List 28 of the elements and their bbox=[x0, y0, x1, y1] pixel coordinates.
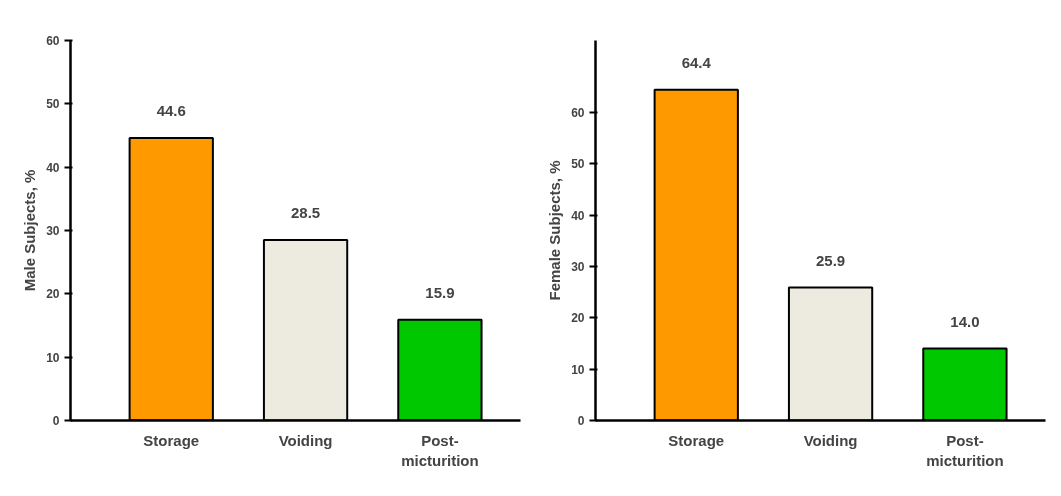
y-tick-label: 0 bbox=[52, 414, 60, 428]
y-tick-label: 40 bbox=[571, 208, 585, 223]
y-tick-label: 30 bbox=[571, 259, 585, 274]
data-label: 28.5 bbox=[290, 204, 321, 221]
y-tick-label: 20 bbox=[46, 287, 60, 302]
data-label: 44.6 bbox=[156, 102, 186, 120]
x-tick-label: Storage bbox=[143, 431, 200, 449]
x-tick-label: Post- micturition bbox=[926, 431, 1004, 469]
x-tick-label: Voiding bbox=[803, 431, 858, 449]
data-label: 25.9 bbox=[815, 251, 846, 269]
data-label: 14.0 bbox=[950, 312, 980, 330]
y-tick-label: 0 bbox=[577, 414, 585, 428]
data-label: 15.9 bbox=[425, 283, 455, 301]
x-tick-label: Voiding bbox=[278, 431, 333, 449]
y-axis-title: Female Subjects, % bbox=[546, 160, 564, 301]
y-tick-label: 50 bbox=[46, 97, 60, 112]
y-tick-label: 40 bbox=[46, 160, 60, 175]
data-label: 64.4 bbox=[681, 53, 712, 71]
y-tick-label: 30 bbox=[46, 224, 60, 238]
y-tick-label: 60 bbox=[571, 105, 585, 120]
y-tick-label: 10 bbox=[46, 350, 60, 365]
y-tick-label: 50 bbox=[571, 157, 585, 172]
x-tick-label: Post- micturition bbox=[401, 431, 479, 469]
y-tick-label: 60 bbox=[46, 34, 60, 48]
y-tick-label: 20 bbox=[571, 311, 585, 326]
y-tick-label: 10 bbox=[571, 362, 585, 377]
y-axis-title: Male Subjects, % bbox=[21, 169, 39, 292]
x-tick-label: Storage bbox=[668, 431, 725, 449]
